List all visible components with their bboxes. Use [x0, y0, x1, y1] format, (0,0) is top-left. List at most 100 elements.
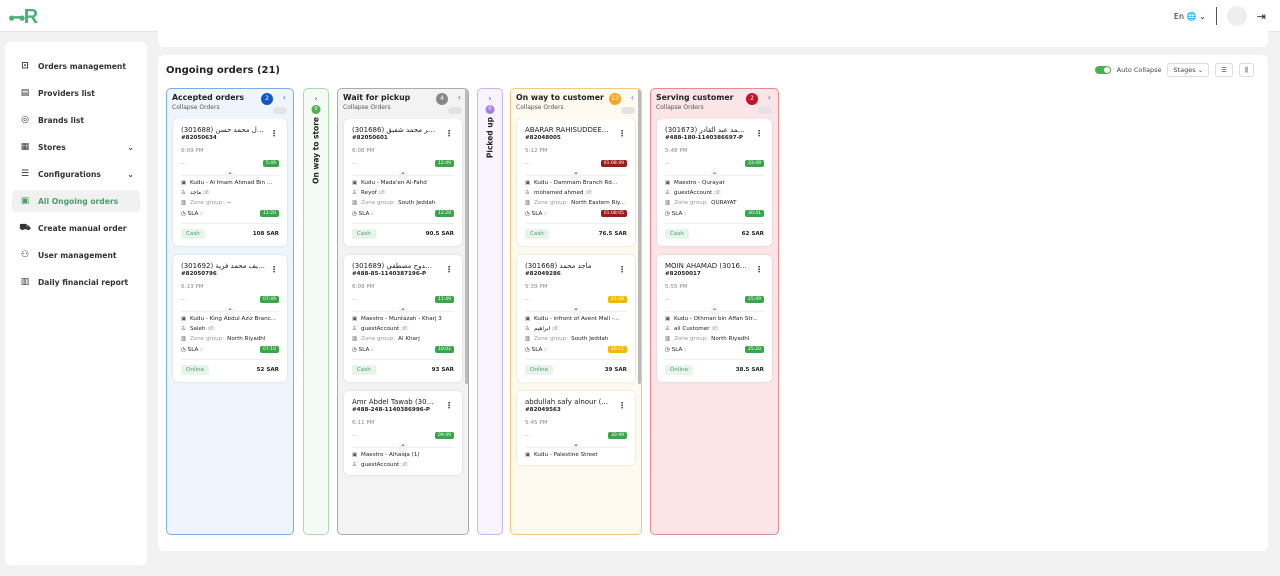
elapsed-timer: 01:08:49	[600, 160, 627, 167]
customer-contact: Saleh :	[190, 326, 210, 332]
more-options-icon[interactable]: ⋮	[270, 265, 278, 274]
sidebar-item-configurations[interactable]: ☰ Configurations ⌄	[12, 163, 140, 185]
payment-method-badge: Online	[181, 365, 210, 375]
sidebar-item-providers-list[interactable]: ▤ Providers list	[12, 82, 140, 104]
scrollbar[interactable]	[638, 89, 641, 384]
app-logo[interactable]: ●━●R	[8, 6, 39, 28]
sla-text: SLA :	[671, 210, 686, 217]
sidebar-item-all-ongoing-orders[interactable]: ▣ All Ongoing orders	[12, 190, 140, 212]
more-options-icon[interactable]: ⋮	[445, 265, 453, 274]
order-card[interactable]: (301668) ماجد محمد #82049286 ⋮ 5:39 PM -- 41:…	[517, 255, 635, 382]
collapse-column-icon[interactable]: ‹	[630, 93, 634, 102]
divider: ⌃	[181, 307, 279, 317]
auto-collapse-toggle[interactable]	[1094, 66, 1111, 74]
collapsed-stage-label[interactable]: 0 Picked up	[485, 105, 495, 158]
store-line: ▣ Kudu - Mada'en Al-Fahd	[352, 180, 454, 186]
collapse-details-icon[interactable]: ⌃	[398, 443, 408, 453]
cards-list: (301686) ـمد طهير محمد شفيق#82050601 ⋮ 6:0…	[338, 119, 468, 532]
list-view-button[interactable]: ☰	[1215, 63, 1233, 77]
payment-method-badge: Cash	[181, 229, 205, 239]
shop-icon: ▦	[20, 142, 30, 152]
language-selector[interactable]: En 🌐 ⌄	[1173, 11, 1206, 21]
order-id: #488-85-1140387196-P	[352, 271, 427, 277]
collapse-orders-toggle[interactable]	[758, 107, 772, 114]
stage-title: Accepted orders	[172, 93, 245, 102]
card-footer: Online 52 SAR	[181, 359, 279, 375]
order-card[interactable]: (301689) ـي ممدوح مصطفي#488-85-114038719…	[344, 255, 462, 382]
order-time: 6:13 PM	[181, 284, 204, 290]
sidebar-item-stores[interactable]: ▦ Stores ⌄	[12, 136, 140, 158]
placeholder-dash: --	[665, 296, 670, 303]
more-options-icon[interactable]: ⋮	[755, 129, 763, 138]
collapse-orders-toggle[interactable]	[273, 107, 287, 114]
customer-name: abdullah safy alnour (...	[525, 398, 608, 406]
phone-icon[interactable]: ✆	[209, 326, 214, 332]
collapse-orders-toggle[interactable]	[448, 107, 462, 114]
sidebar-item-orders-management[interactable]: ⊡ Orders management	[12, 55, 140, 77]
phone-icon[interactable]: ✆	[713, 326, 718, 332]
order-card[interactable]: (301673) احمد محمد عبد القادر#488-180-11…	[657, 119, 772, 246]
collapse-details-icon[interactable]: ⌃	[571, 171, 581, 181]
order-amount: 62 SAR	[741, 231, 764, 237]
sidebar-item-create-manual-order[interactable]: ⛟ Create manual order	[12, 217, 140, 239]
collapse-details-icon[interactable]: ⌃	[225, 307, 235, 317]
order-card[interactable]: (301686) ـمد طهير محمد شفيق#82050601 ⋮ 6:0…	[344, 119, 462, 246]
order-id: #82050017	[665, 271, 701, 277]
more-options-icon[interactable]: ⋮	[618, 265, 626, 274]
collapsed-stage-label[interactable]: 0 On way to store	[311, 105, 321, 184]
order-card[interactable]: ABARAR RAHISUDDEEN ... #82048005 ⋮ 5:12 PM -…	[517, 119, 635, 246]
more-options-icon[interactable]: ⋮	[618, 129, 626, 138]
timer-row: -- 25:49	[665, 296, 764, 303]
logout-icon[interactable]: ⇥	[1256, 9, 1266, 23]
sla-timer: 40:12	[608, 346, 627, 353]
phone-icon[interactable]: ✆	[402, 462, 408, 468]
more-options-icon[interactable]: ⋮	[445, 401, 453, 410]
avatar[interactable]	[1226, 6, 1247, 26]
order-card[interactable]: MOIN AHAMAD (301681) #82050017 ⋮ 5:55 PM -- 2…	[657, 255, 772, 382]
sla-text: SLA :	[671, 346, 686, 353]
zone-line: ▥ Zone group: South Jeddah	[525, 336, 627, 342]
collapse-details-icon[interactable]: ⌃	[571, 443, 581, 453]
expand-column-icon[interactable]: ›	[488, 94, 492, 103]
order-id: #82050634	[181, 135, 217, 141]
phone-icon[interactable]: ✆	[380, 190, 386, 196]
collapse-details-icon[interactable]: ⌃	[398, 171, 408, 181]
top-bar: ●━●R En 🌐 ⌄ ⇥	[0, 0, 1280, 32]
sidebar-item-daily-financial-report[interactable]: ▥ Daily financial report	[12, 271, 140, 293]
phone-icon[interactable]: ✆	[553, 326, 559, 332]
collapse-column-icon[interactable]: ‹	[457, 93, 461, 102]
expand-column-icon[interactable]: ›	[314, 94, 318, 103]
more-options-icon[interactable]: ⋮	[618, 401, 626, 410]
more-options-icon[interactable]: ⋮	[445, 129, 453, 138]
collapse-column-icon[interactable]: ‹	[282, 93, 286, 102]
board-view-button[interactable]: ⫼	[1239, 63, 1254, 77]
collapse-details-icon[interactable]: ⌃	[225, 171, 235, 181]
collapse-details-icon[interactable]: ⌃	[709, 171, 720, 181]
placeholder-dash: --	[352, 160, 357, 167]
order-card[interactable]: abdullah safy alnour (... #82049563 ⋮ 5:45 …	[517, 391, 635, 465]
order-card[interactable]: (301688) ـل عادل محمد حسن#82050634 ⋮ 6:09 …	[173, 119, 287, 246]
stages-dropdown[interactable]: Stages ⌄	[1167, 63, 1210, 77]
placeholder-dash: --	[352, 296, 357, 303]
phone-icon[interactable]: ✆	[715, 190, 721, 196]
collapse-orders-toggle[interactable]	[621, 107, 635, 114]
collapse-details-icon[interactable]: ⌃	[571, 307, 581, 317]
scrollbar[interactable]	[465, 89, 468, 384]
phone-icon[interactable]: ✆	[204, 190, 210, 196]
more-options-icon[interactable]: ⋮	[755, 265, 763, 274]
collapse-column-icon[interactable]: ‹	[767, 93, 771, 102]
order-card[interactable]: Amr Abdel Tawab (301... #488-248-11403869…	[344, 391, 462, 475]
phone-icon[interactable]: ✆	[402, 326, 408, 332]
phone-icon[interactable]: ✆	[587, 190, 592, 196]
card-footer: Cash 76.5 SAR	[525, 223, 627, 239]
more-options-icon[interactable]: ⋮	[270, 129, 278, 138]
sla-label: ◷ SLA :	[352, 211, 373, 217]
divider	[1215, 7, 1217, 25]
order-card[interactable]: (301692) تسليم عريف محمد فرية#82050796 ⋮ 6…	[173, 255, 287, 382]
placeholder-dash: --	[525, 296, 530, 303]
store-name: Kudu - King Abdul Aziz Branc...	[190, 316, 277, 322]
collapse-details-icon[interactable]: ⌃	[398, 307, 408, 317]
collapse-details-icon[interactable]: ⌃	[709, 307, 720, 317]
sidebar-item-user-management[interactable]: ⚇ User management	[12, 244, 140, 266]
sidebar-item-brands-list[interactable]: ◎ Brands list	[12, 109, 140, 131]
